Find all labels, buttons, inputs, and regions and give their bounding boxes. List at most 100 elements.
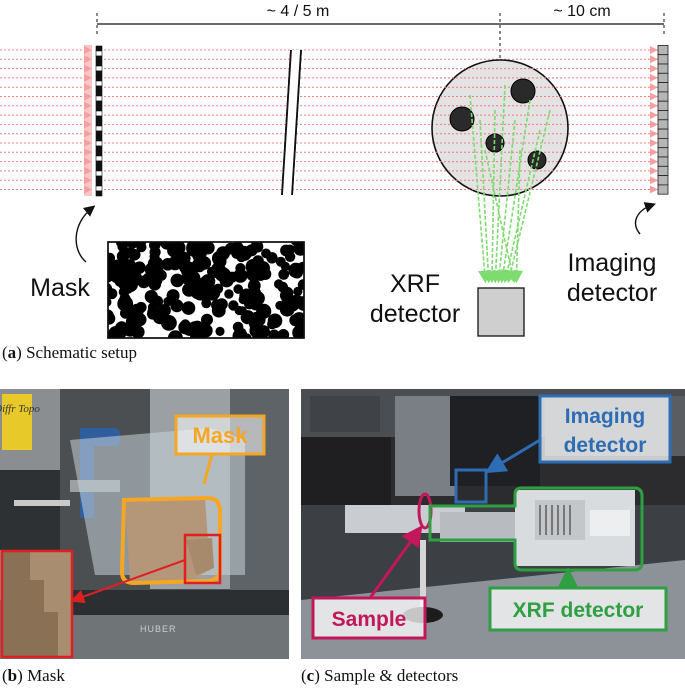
detector-triangle (650, 166, 658, 175)
mask-outline (119, 495, 222, 586)
detector-triangle (650, 55, 658, 64)
detector-triangle (650, 120, 658, 129)
mask-dot (136, 242, 147, 253)
sample-callout-box (311, 596, 427, 640)
mask-dot (161, 315, 177, 331)
mask-dot (149, 251, 160, 262)
mask-dot (178, 320, 193, 335)
xrf-detector-box (477, 287, 525, 337)
mask-dot (284, 251, 296, 262)
mask-element (95, 80, 103, 87)
mask-dot (179, 260, 193, 274)
detector-pixel (657, 82, 669, 93)
mask-element (95, 85, 103, 92)
mask-dot (125, 314, 140, 329)
mask-element (95, 115, 103, 122)
mask-dot (298, 261, 304, 272)
mask-dot (108, 255, 115, 271)
mask-dot (117, 295, 134, 312)
sample-callout-label: Sample (332, 608, 407, 631)
imaging-callout-pointer (484, 438, 541, 474)
detector-triangle (650, 148, 658, 157)
detector-triangle (650, 129, 658, 138)
mask-element (95, 50, 103, 57)
mask-element (95, 170, 103, 177)
distance-long-label: ~ 4 / 5 m (267, 3, 330, 20)
detector-triangle (650, 157, 658, 166)
mask-dot (158, 304, 171, 317)
imaging-callout-line1: Imaging (565, 405, 646, 428)
detector-pixel (657, 91, 669, 102)
mask-dot (161, 258, 175, 271)
detectors-photo: Imaging detector Sample XRF detector (301, 389, 685, 659)
distance-short-label: ~ 10 cm (553, 3, 610, 20)
xray-beams (0, 49, 658, 190)
mask-dot (233, 268, 248, 283)
mask-element (95, 180, 103, 187)
fluorescence-ray (485, 109, 499, 284)
fluorescence-ray (493, 119, 516, 284)
detector-pixel (657, 54, 669, 65)
mask-dot (294, 324, 304, 335)
mask-label: Mask (30, 274, 90, 302)
fluorescence-ray (479, 119, 495, 284)
mask-dot (108, 331, 114, 338)
source-markers (84, 45, 92, 196)
detector-triangle (650, 176, 658, 185)
mask-dot (191, 257, 207, 273)
mask-element (95, 45, 103, 52)
mask-dot (228, 300, 239, 311)
mask-dot (157, 242, 169, 247)
mask-dot (215, 298, 228, 311)
fluorescence-ray (484, 149, 518, 284)
mask-element (95, 75, 103, 82)
mask-dot (117, 242, 128, 252)
mask-material (125, 498, 210, 582)
mask-element (95, 90, 103, 97)
mask-dot (181, 271, 197, 286)
mask-dot (201, 298, 212, 309)
xrf-callout-box (488, 586, 668, 632)
inclusion (527, 150, 547, 170)
mask-dot (293, 286, 303, 296)
mask-dot (275, 300, 285, 310)
mask-dot (114, 277, 125, 287)
mask-dot (275, 256, 286, 267)
fluorescence-ray (510, 149, 524, 284)
mask-dot (278, 269, 290, 280)
xrf-callout-label: XRF detector (513, 599, 644, 622)
mask-pattern-dots (108, 242, 304, 338)
mask-dot (274, 279, 284, 289)
mask-dot (108, 312, 116, 325)
detector-triangle (650, 46, 658, 54)
caption-a: (a) Schematic setup (2, 343, 138, 362)
mask-element (95, 65, 103, 72)
fluorescence-ray (504, 109, 551, 284)
mask-dot (251, 312, 266, 327)
mask-element (95, 125, 103, 132)
imaging-detector-highlight (454, 468, 488, 504)
mask-dot (233, 284, 243, 294)
inclusion (449, 106, 475, 132)
mask-dot (181, 301, 196, 315)
mask-element (95, 100, 103, 107)
mask-dot (261, 248, 271, 259)
mask-column (95, 45, 103, 197)
mask-element (95, 145, 103, 152)
mask-element (95, 135, 103, 142)
mask-dot (236, 245, 252, 261)
mask-dot (197, 242, 208, 252)
mask-element (95, 120, 103, 127)
imaging-callout-arrow (634, 202, 656, 235)
imaging-label-line1: Imaging (568, 249, 657, 277)
fluorescence-ray (469, 94, 491, 284)
detector-pixel (657, 156, 669, 167)
inclusion (510, 78, 536, 104)
detector-pixel (657, 175, 669, 186)
detector-pixel (657, 165, 669, 177)
detector-pixel (657, 72, 669, 84)
mask-dot (201, 313, 213, 326)
mask-dot (277, 329, 290, 338)
imaging-callout-line2: detector (564, 434, 647, 457)
caption-c: (c) Sample & detectors (301, 666, 459, 685)
